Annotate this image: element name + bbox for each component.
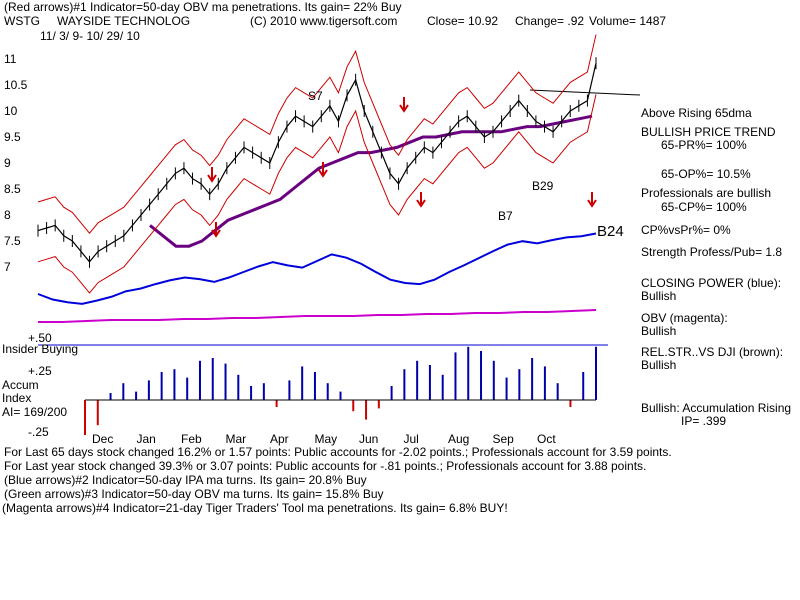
x-tick-label: Aug bbox=[448, 432, 469, 446]
accumulation-index bbox=[84, 346, 597, 435]
x-tick-label: Jun bbox=[359, 432, 378, 446]
y-tick-label: 10.5 bbox=[4, 78, 28, 92]
signal-arrow bbox=[207, 167, 217, 183]
accum-rising-label: Bullish: Accumulation Rising bbox=[641, 401, 792, 415]
cpvspr-label: CP%vsPr%= 0% bbox=[641, 223, 731, 237]
x-tick-label: Apr bbox=[270, 432, 289, 446]
upper-band bbox=[37, 34, 597, 234]
index-label: Index bbox=[2, 391, 32, 405]
x-tick-label: Sep bbox=[493, 432, 515, 446]
plus25-label: +.25 bbox=[28, 364, 52, 378]
signal-arrow bbox=[399, 97, 409, 113]
x-tick-label: Dec bbox=[92, 432, 113, 446]
signal-arrow bbox=[211, 222, 221, 238]
copyright: (C) 2010 www.tigersoft.com bbox=[250, 14, 398, 28]
obv-line bbox=[38, 309, 597, 323]
trading-bands bbox=[37, 34, 597, 294]
x-tick-label: Feb bbox=[181, 432, 202, 446]
company-name: WAYSIDE TECHNOLOG bbox=[57, 14, 191, 28]
closing-power-value: Bullish bbox=[641, 289, 677, 303]
close-value: Close= 10.92 bbox=[427, 14, 499, 28]
y-tick-labels: 11 10.5 10 9.5 9 8.5 8 7.5 7 bbox=[4, 52, 28, 274]
x-tick-label: Jul bbox=[404, 432, 419, 446]
y-tick-label: 10 bbox=[4, 104, 18, 118]
y-tick-label: 9.5 bbox=[4, 130, 21, 144]
ma-line bbox=[149, 114, 593, 248]
pros-label: Professionals are bullish bbox=[641, 186, 772, 200]
closing-power-label: CLOSING POWER (blue): bbox=[641, 276, 782, 290]
accum-label: Accum bbox=[2, 378, 39, 392]
minus25-label: -.25 bbox=[28, 425, 49, 439]
y-tick-label: 9 bbox=[4, 156, 11, 170]
y-tick-label: 8.5 bbox=[4, 182, 21, 196]
x-tick-labels: Dec Jan Feb Mar Apr May Jun Jul Aug Sep Oct bbox=[92, 432, 556, 446]
x-tick-label: Oct bbox=[537, 432, 556, 446]
y-tick-label: 7 bbox=[4, 260, 11, 274]
obv-series bbox=[38, 309, 597, 323]
indicator-4-line: (Magenta arrows)#4 Indicator=21-day Tige… bbox=[2, 501, 508, 515]
signal-arrow bbox=[318, 162, 328, 178]
above-rising-label: Above Rising 65dma bbox=[641, 106, 752, 120]
trend-label: BULLISH PRICE TREND bbox=[641, 125, 776, 139]
price-series bbox=[37, 57, 597, 268]
x-tick-label: May bbox=[315, 432, 338, 446]
date-range: 11/ 3/ 9- 10/ 29/ 10 bbox=[40, 29, 140, 43]
price-grid bbox=[38, 89, 641, 346]
signal-arrow bbox=[416, 192, 426, 208]
strength-label: Strength Profess/Pub= 1.8 bbox=[641, 245, 783, 259]
plus50-label: +.50 bbox=[28, 331, 52, 345]
x-tick-label: Jan bbox=[137, 432, 156, 446]
y-tick-label: 7.5 bbox=[4, 234, 21, 248]
pr-label: 65-PR%= 100% bbox=[661, 138, 747, 152]
closing-power-series bbox=[37, 232, 597, 305]
obv-value: Bullish bbox=[641, 324, 677, 338]
last-year-line: For Last year stock changed 39.3% or 3.0… bbox=[4, 459, 647, 473]
signal-label: S7 bbox=[308, 89, 323, 103]
x-tick-label: Mar bbox=[226, 432, 247, 446]
relstr-value: Bullish bbox=[641, 358, 677, 372]
volume-value: Volume= 1487 bbox=[589, 14, 667, 28]
signal-arrow bbox=[587, 192, 597, 208]
ticker: WSTG bbox=[4, 14, 40, 28]
signal-label: B29 bbox=[532, 179, 554, 193]
y-tick-label: 8 bbox=[4, 208, 11, 222]
indicator-1-line: (Red arrows)#1 Indicator=50-day OBV ma p… bbox=[4, 0, 402, 14]
indicator-2-line: (Blue arrows)#2 Indicator=50-day IPA ma … bbox=[4, 473, 367, 487]
op-label: 65-OP%= 10.5% bbox=[661, 167, 751, 181]
signal-label: B7 bbox=[498, 209, 513, 223]
obv-label: OBV (magenta): bbox=[641, 311, 728, 325]
ip-label: IP= .399 bbox=[681, 414, 727, 428]
relstr-label: REL.STR..VS DJI (brown): bbox=[641, 345, 784, 359]
moving-average-series bbox=[149, 114, 593, 248]
closing-power-line bbox=[37, 232, 597, 305]
resistance-line bbox=[529, 89, 641, 96]
y-tick-label: 11 bbox=[4, 52, 17, 66]
price-line bbox=[37, 63, 597, 263]
change-value: Change= .92 bbox=[515, 14, 585, 28]
indicator-3-line: (Green arrows)#3 Indicator=50-day OBV ma… bbox=[4, 487, 384, 501]
signal-annotations: S7 B29 B7 bbox=[207, 89, 597, 238]
last-65-days-line: For Last 65 days stock changed 16.2% or … bbox=[4, 445, 672, 459]
cp-label: 65-CP%= 100% bbox=[661, 200, 747, 214]
b24-label: B24 bbox=[597, 223, 624, 240]
ai-label: AI= 169/200 bbox=[2, 405, 68, 419]
lower-band bbox=[37, 94, 597, 294]
insider-buying-label: Insider Buying bbox=[2, 342, 79, 356]
